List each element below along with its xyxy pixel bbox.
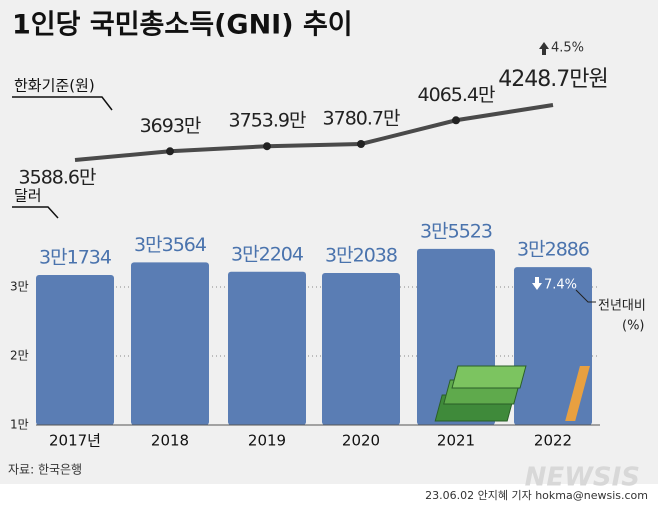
x-tick-label: 2018 [151, 432, 189, 450]
money-icon [434, 365, 590, 422]
x-tick-label: 2020 [342, 432, 380, 450]
value-label: 3780.7만 [323, 107, 400, 129]
value-label: 4065.4만 [418, 84, 495, 106]
money-stack [451, 365, 527, 389]
line [74, 103, 554, 162]
label-underline [12, 206, 59, 219]
bar [228, 271, 306, 425]
y-tick-label: 3만 [10, 280, 29, 294]
bar [36, 275, 114, 425]
point [166, 147, 174, 156]
bar [322, 272, 400, 425]
value-label: 3만2038 [325, 244, 397, 266]
watermark: NEWSIS [525, 463, 640, 493]
change-label: 7.4% [544, 278, 577, 293]
note: 전년대비 [598, 299, 646, 314]
change-label: 4.5% [551, 41, 584, 56]
x-tick-label: 2022 [534, 432, 572, 450]
value-label: 3만5523 [420, 220, 492, 242]
value-label: 3693만 [140, 115, 201, 137]
x-tick-label: 2021 [437, 432, 475, 450]
value-label: 3만2204 [231, 243, 304, 265]
bar [131, 262, 209, 425]
value-label: 4248.7만원 [498, 67, 607, 92]
point [263, 142, 271, 151]
x-tick-label: 2017년 [49, 432, 101, 450]
point [357, 139, 365, 148]
bar-label: 달러 [14, 187, 42, 205]
arrow [532, 277, 542, 290]
y-tick-label: 1만 [10, 418, 29, 432]
value-label: 3753.9만 [229, 110, 306, 132]
y-tick-label: 2만 [10, 349, 29, 363]
money-band [565, 366, 590, 421]
value-label: 3만2886 [517, 239, 589, 261]
page-title: 1인당 국민총소득(GNI) 추이 [12, 10, 353, 41]
line-label: 한화기준(원) [14, 77, 95, 95]
x-tick-label: 2019 [248, 432, 286, 450]
value-label: 3만3564 [134, 234, 207, 256]
label-underline [12, 96, 113, 111]
point [452, 116, 460, 125]
note: (%) [622, 319, 645, 334]
source: 자료: 한국은행 [8, 462, 82, 477]
footer-band [0, 484, 658, 510]
value-label: 3588.6만 [19, 167, 96, 189]
leader-line [575, 289, 596, 303]
credit: 23.06.02 안지혜 기자 hokma@newsis.com [425, 489, 648, 502]
value-label: 3만1734 [39, 247, 112, 269]
arrow [539, 42, 549, 55]
bar [514, 267, 592, 425]
